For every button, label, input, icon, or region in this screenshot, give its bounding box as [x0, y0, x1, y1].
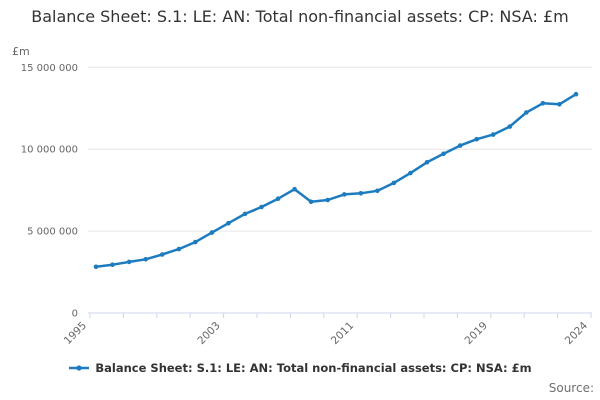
- data-point-marker[interactable]: [391, 180, 397, 186]
- legend-label: Balance Sheet: S.1: LE: AN: Total non-fi…: [95, 361, 532, 375]
- plot-area: 0 5 000 000 10 000 000 15 000 000 1995 2003 20…: [21, 63, 592, 347]
- data-point-marker[interactable]: [110, 262, 115, 268]
- data-point-marker[interactable]: [226, 220, 231, 226]
- y-axis-tick-label: 5 000 000: [27, 227, 78, 238]
- x-axis-label: 1995: [62, 320, 89, 347]
- data-point-marker[interactable]: [93, 264, 99, 270]
- data-point-marker[interactable]: [342, 192, 347, 197]
- y-axis-unit-label: £m: [12, 45, 30, 58]
- data-point-marker[interactable]: [275, 196, 281, 201]
- data-point-marker[interactable]: [159, 252, 165, 257]
- data-point-marker[interactable]: [358, 191, 364, 196]
- data-point-marker[interactable]: [143, 257, 148, 262]
- y-axis-tick-label: 15 000 000: [21, 63, 78, 74]
- x-axis-label: 2011: [329, 320, 356, 347]
- y-axis-tick-label: 10 000 000: [21, 145, 78, 156]
- data-point-marker[interactable]: [325, 197, 331, 203]
- data-point-marker[interactable]: [308, 199, 314, 205]
- data-point-marker[interactable]: [441, 151, 446, 157]
- x-axis-label: 2024: [563, 319, 591, 347]
- y-axis-tick-label: 0: [72, 309, 78, 320]
- chart-title-text: Balance Sheet: S.1: LE: AN: Total non-fi…: [31, 7, 569, 26]
- data-point-marker[interactable]: [524, 110, 529, 115]
- data-point-marker[interactable]: [424, 160, 430, 165]
- data-point-marker[interactable]: [126, 259, 132, 265]
- data-point-marker[interactable]: [292, 186, 297, 192]
- x-axis-label: 2003: [195, 320, 222, 347]
- data-point-marker[interactable]: [242, 211, 248, 217]
- data-point-marker[interactable]: [193, 239, 198, 245]
- chart-title: Balance Sheet: S.1: LE: AN: Total non-fi…: [0, 6, 600, 28]
- data-point-marker[interactable]: [490, 132, 496, 137]
- data-point-marker[interactable]: [259, 204, 264, 210]
- data-point-marker[interactable]: [408, 170, 413, 176]
- x-axis-label: 2019: [463, 320, 490, 347]
- legend-series-marker-icon: [69, 365, 90, 371]
- series-line: [94, 92, 578, 269]
- data-point-marker[interactable]: [557, 102, 562, 107]
- data-point-marker[interactable]: [375, 188, 380, 194]
- data-point-marker[interactable]: [573, 91, 579, 97]
- data-point-marker[interactable]: [176, 246, 182, 252]
- source-label: Source:: [548, 381, 594, 395]
- data-point-marker[interactable]: [474, 136, 480, 142]
- data-point-marker[interactable]: [457, 143, 463, 148]
- legend-item[interactable]: Balance Sheet: S.1: LE: AN: Total non-fi…: [0, 361, 600, 375]
- data-point-marker[interactable]: [507, 124, 513, 129]
- data-point-marker[interactable]: [209, 230, 215, 235]
- data-point-marker[interactable]: [540, 101, 546, 106]
